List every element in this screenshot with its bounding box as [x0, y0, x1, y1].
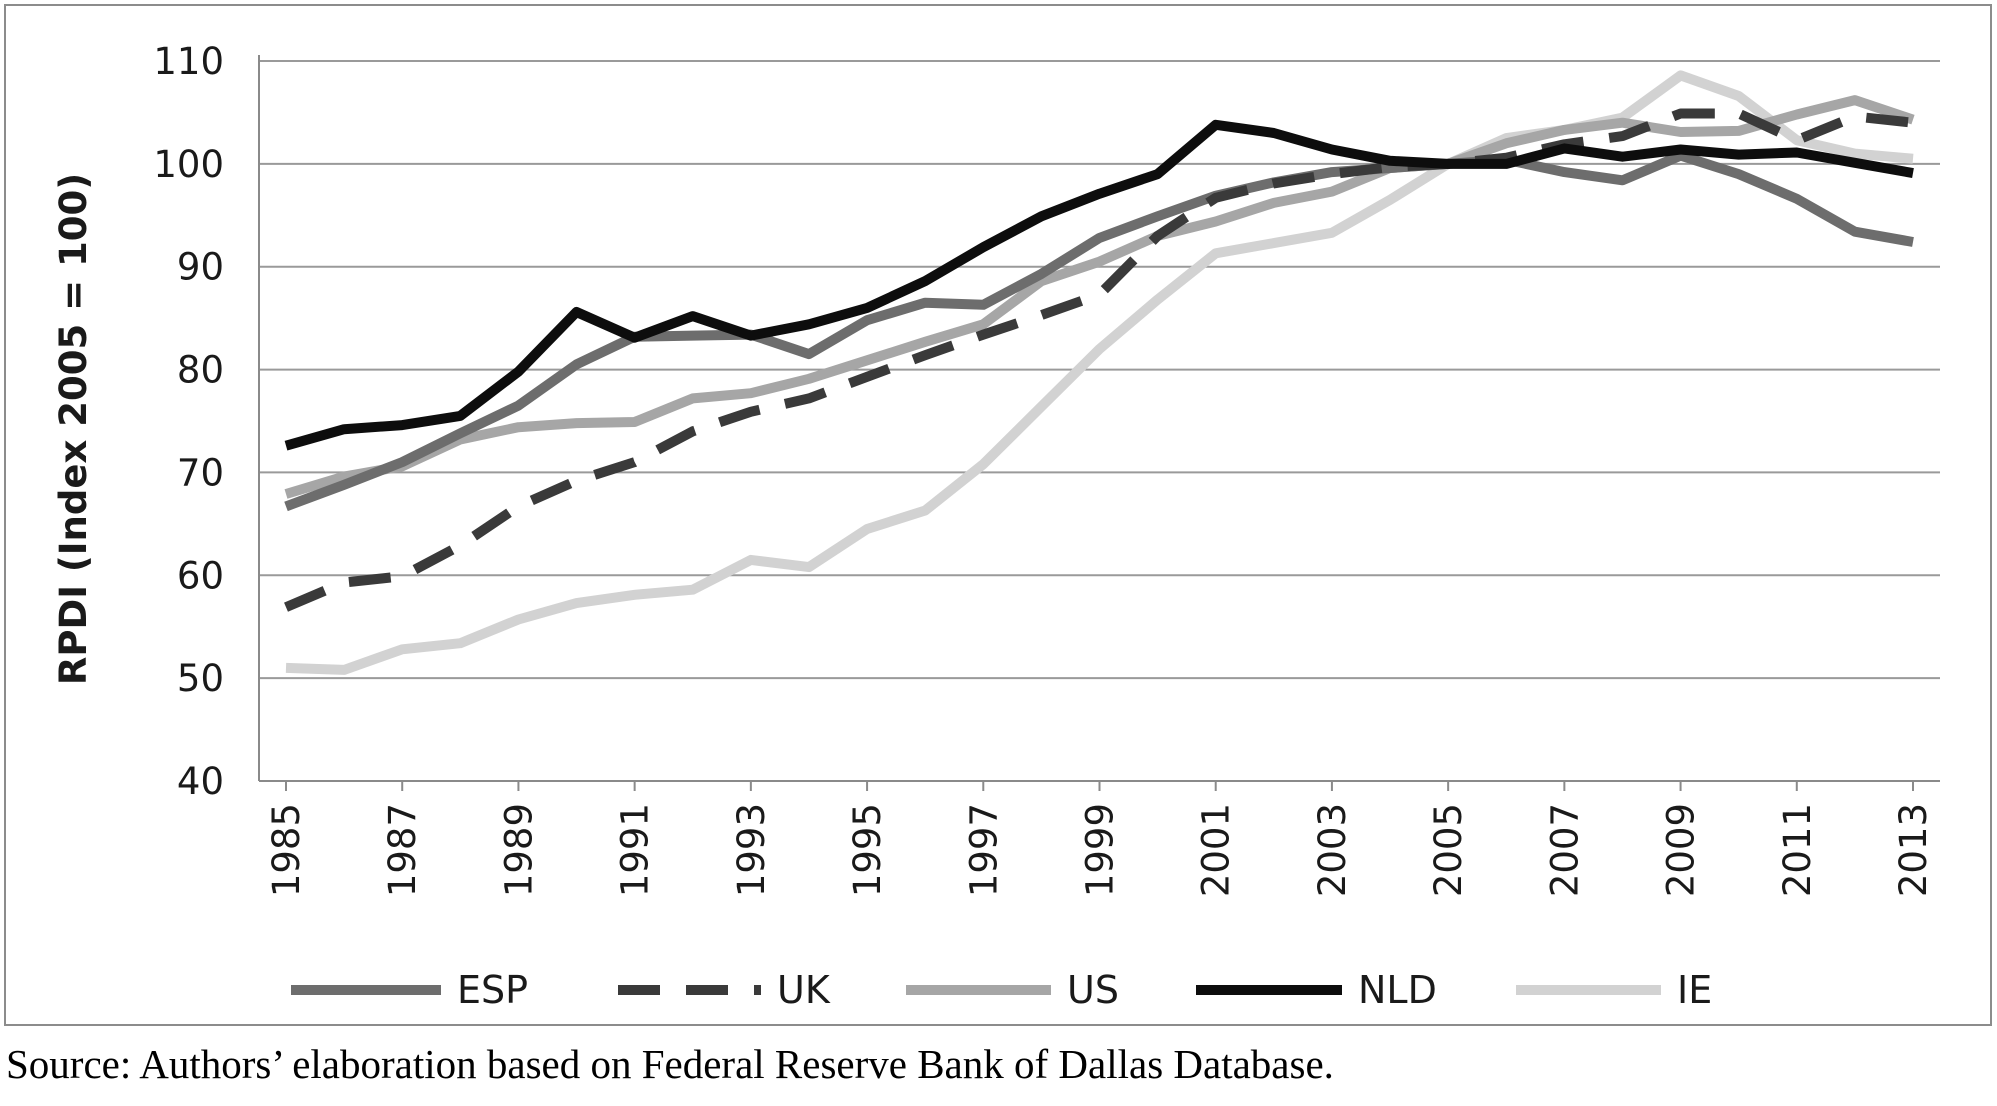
- x-tick-label: 2013: [1892, 803, 1935, 897]
- y-tick-label: 40: [177, 760, 224, 803]
- x-tick-label: 2005: [1427, 803, 1470, 897]
- series-line-esp: [284, 150, 1914, 512]
- x-tick-label: 1993: [730, 803, 773, 897]
- y-tick-label: 80: [177, 349, 224, 392]
- x-tick-label: 2011: [1776, 803, 1819, 897]
- x-tick-label: 2007: [1543, 803, 1586, 897]
- legend: ESP UK US NLD IE: [291, 968, 1712, 1012]
- legend-item-us: US: [906, 968, 1119, 1012]
- y-tick-label: 50: [177, 657, 224, 700]
- x-axis-ticks: 1985 1987 1989 1991 1993 1995 1997 1999 2001 2003…: [265, 781, 1935, 897]
- x-tick-label: 1999: [1079, 803, 1122, 897]
- series-lines: [284, 70, 1915, 675]
- x-tick-label: 2003: [1311, 803, 1354, 897]
- y-tick-label: 60: [177, 554, 224, 597]
- y-axis-label: RPDI (Index 2005 = 100): [52, 173, 95, 685]
- legend-label: US: [1067, 968, 1119, 1012]
- legend-item-ie: IE: [1516, 968, 1712, 1012]
- legend-label: ESP: [457, 968, 528, 1012]
- x-tick-label: 1985: [265, 803, 308, 897]
- series-line-uk: [284, 108, 1914, 612]
- source-note: Source: Authors’ elaboration based on Fe…: [6, 1041, 1334, 1087]
- x-tick-label: 2009: [1660, 803, 1703, 897]
- x-tick-label: 1989: [497, 803, 540, 897]
- axes: [258, 55, 1940, 782]
- x-tick-label: 1997: [962, 803, 1005, 897]
- x-tick-label: 1995: [846, 803, 889, 897]
- x-tick-label: 2001: [1195, 803, 1238, 897]
- series-line-ie: [285, 70, 1914, 675]
- x-tick-label: 1991: [614, 803, 657, 897]
- y-tick-label: 110: [153, 40, 224, 83]
- legend-item-esp: ESP: [291, 968, 528, 1012]
- y-tick-label: 90: [177, 246, 224, 289]
- legend-item-uk: UK: [618, 968, 831, 1012]
- y-axis-ticks: 40 50 60 70 80 90 100 110: [153, 40, 224, 803]
- y-tick-label: 70: [177, 451, 224, 494]
- legend-item-nld: NLD: [1196, 968, 1437, 1012]
- x-tick-label: 1987: [381, 803, 424, 897]
- series-line-nld: [284, 119, 1914, 451]
- legend-label: NLD: [1358, 968, 1437, 1012]
- legend-label: UK: [777, 968, 831, 1012]
- chart-frame: 40 50 60 70 80 90 100 110 1985 1987 1989 1991 1993 1…: [4, 4, 1992, 1026]
- y-tick-label: 100: [153, 143, 224, 186]
- legend-label: IE: [1677, 968, 1712, 1012]
